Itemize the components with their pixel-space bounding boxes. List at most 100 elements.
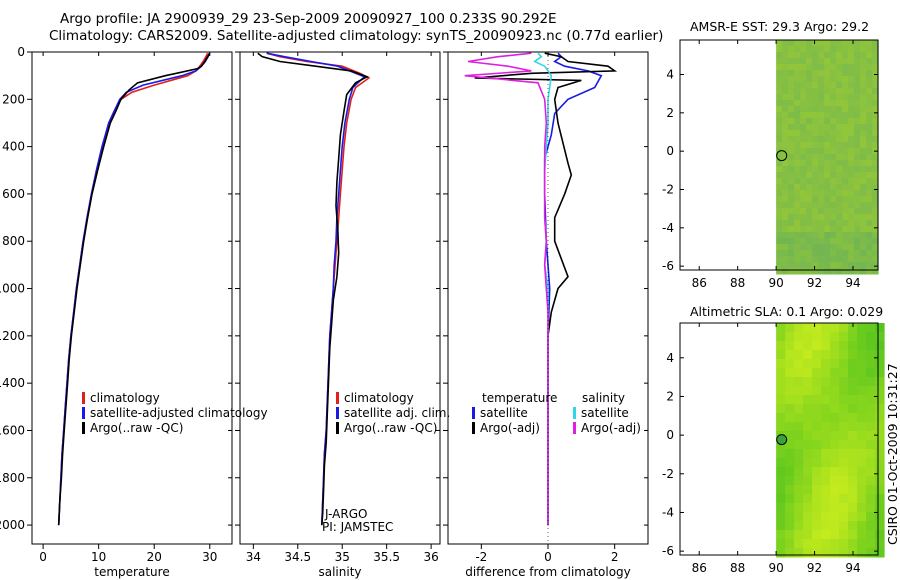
map-cell (794, 142, 801, 149)
map-cell (866, 539, 876, 549)
map-y-tick-label: 4 (666, 68, 674, 82)
map-cell (812, 440, 822, 450)
map-cell (782, 190, 789, 197)
map-cell (776, 404, 786, 414)
map-cell (860, 214, 867, 221)
map-cell (806, 76, 813, 83)
map-cell (803, 521, 813, 531)
map-cell (785, 386, 795, 396)
map-cell (812, 226, 819, 233)
map-cell (848, 226, 855, 233)
map-cell (848, 350, 858, 360)
map-cell (848, 539, 858, 549)
map-cell (836, 70, 843, 77)
map-cell (830, 485, 840, 495)
map-cell (803, 359, 813, 369)
map-cell (821, 413, 831, 423)
map-cell (800, 94, 807, 101)
map-cell (800, 196, 807, 203)
map-cell (872, 100, 879, 107)
map-cell (821, 386, 831, 396)
map-cell (818, 106, 825, 113)
map-cell (857, 350, 867, 360)
y-tick-label: 1200 (0, 329, 25, 343)
map-cell (782, 256, 789, 263)
map-cell (794, 467, 804, 477)
map-cell (776, 539, 786, 549)
map-cell (821, 467, 831, 477)
map-cell (866, 82, 873, 89)
map-cell (776, 422, 786, 432)
map-cell (788, 154, 795, 161)
map-cell (812, 494, 822, 504)
map-cell (788, 160, 795, 167)
map-cell (821, 431, 831, 441)
map-cell (866, 332, 876, 342)
map-cell (875, 485, 885, 495)
map-cell (842, 232, 849, 239)
map-cell (782, 112, 789, 119)
map-cell (776, 202, 783, 209)
x-tick-label: 2 (611, 550, 619, 564)
map-cell (812, 160, 819, 167)
map-cell (854, 82, 861, 89)
map-cell (806, 160, 813, 167)
map-cell (875, 521, 885, 531)
map-cell (839, 395, 849, 405)
map-cell (860, 256, 867, 263)
map-cell (857, 431, 867, 441)
map-cell (821, 521, 831, 531)
map-cell (824, 142, 831, 149)
map-cell (842, 94, 849, 101)
map-cell (818, 64, 825, 71)
diff-legend-temp-argo-label: Argo(-adj) (480, 421, 540, 435)
map-cell (848, 76, 855, 83)
map-cell (812, 178, 819, 185)
map-cell (866, 136, 873, 143)
map-cell (872, 88, 879, 95)
map-cell (866, 404, 876, 414)
diff-legend-sal-argo-swatch (573, 422, 576, 434)
map-cell (854, 118, 861, 125)
map-cell (866, 106, 873, 113)
map-cell (818, 52, 825, 59)
map-cell (854, 76, 861, 83)
map-cell (776, 413, 786, 423)
series-line-2 (257, 52, 370, 526)
map-cell (875, 476, 885, 486)
map-cell (836, 166, 843, 173)
map-cell (818, 154, 825, 161)
map-cell (824, 214, 831, 221)
map-cell (788, 46, 795, 53)
map-cell (785, 332, 795, 342)
map-cell (800, 184, 807, 191)
map-cell (806, 226, 813, 233)
map-cell (800, 100, 807, 107)
map-cell (848, 404, 858, 414)
map-cell (848, 262, 855, 269)
map-cell (872, 268, 879, 275)
map-cell (788, 76, 795, 83)
map-cell (812, 256, 819, 263)
map-cell (803, 548, 813, 558)
map-cell (794, 332, 804, 342)
map-cell (788, 172, 795, 179)
map-cell (806, 112, 813, 119)
map-cell (872, 160, 879, 167)
float-position-marker (776, 434, 788, 446)
map-cell (848, 94, 855, 101)
map-cell (776, 130, 783, 137)
map-cell (776, 467, 786, 477)
series-line-0 (266, 52, 371, 526)
map-cell (839, 422, 849, 432)
map-cell (857, 341, 867, 351)
map-cell (875, 548, 885, 558)
map-cell (842, 256, 849, 263)
map-cell (842, 262, 849, 269)
map-cell (806, 196, 813, 203)
y-tick-label: 1400 (0, 376, 25, 390)
map-cell (857, 323, 867, 333)
map-cell (794, 232, 801, 239)
figure-title-line2: Climatology: CARS2009. Satellite-adjuste… (49, 28, 664, 44)
